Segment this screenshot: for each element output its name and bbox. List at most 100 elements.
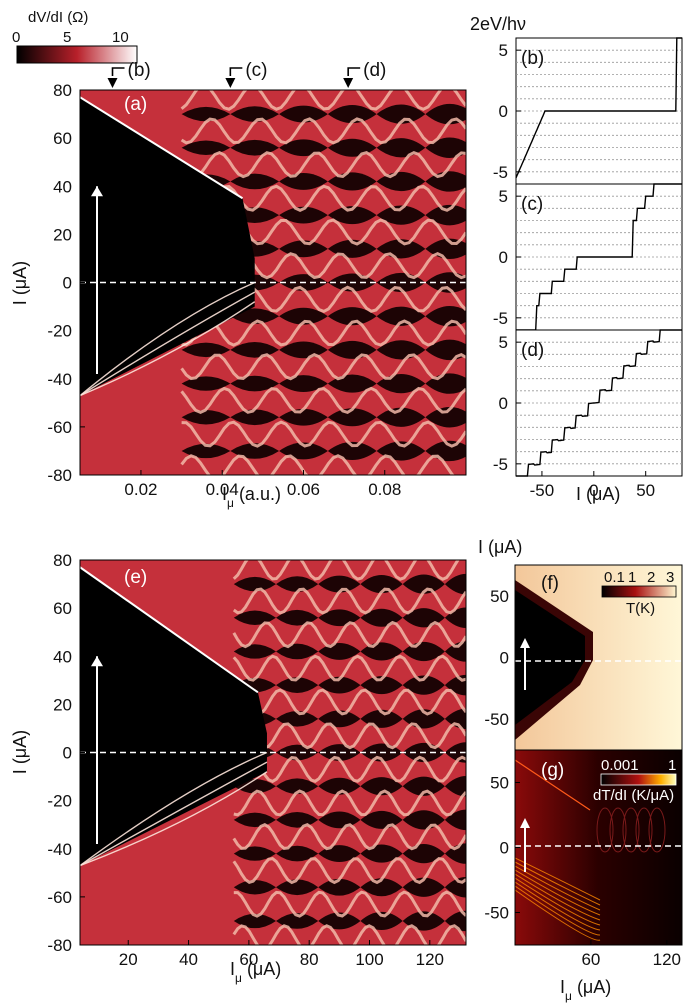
- derivative-ring: [648, 807, 666, 853]
- ytick-label: 5: [499, 41, 508, 60]
- heatmap-ridge: [180, 353, 466, 381]
- heatmap-dark-lobe: [233, 644, 277, 659]
- heatmap-ridge: [180, 90, 466, 111]
- heatmap-ridge: [180, 386, 466, 415]
- heatmap-ridge: [232, 857, 466, 885]
- heatmap-dark-lobe: [327, 408, 377, 427]
- heatmap-ridge: [233, 688, 466, 716]
- heatmap-ridge: [234, 522, 466, 546]
- heatmap-dark-lobe: [444, 573, 466, 595]
- heatmap-dark-lobe: [360, 575, 403, 594]
- colorbar-g: 0.001 1 dT/dI (K/μA): [593, 757, 677, 804]
- heatmap-ridge: [232, 620, 466, 649]
- ytick-label: -80: [47, 936, 72, 955]
- heatmap-dark-lobe: [276, 778, 319, 795]
- panel-g-axes: 50 0 -50 60 120: [484, 774, 681, 970]
- cut-marker-bracket: [111, 67, 125, 76]
- colorbar-top-tick-10: 10: [112, 29, 129, 46]
- derivative-line: [515, 889, 601, 941]
- heatmap-dark-lobe: [425, 407, 466, 428]
- xtick-label: 0.02: [124, 480, 157, 499]
- panel-c-axes: 5 0 -5: [493, 187, 521, 328]
- heatmap-dark-lobe: [402, 574, 445, 594]
- xtick-label: 60: [239, 950, 258, 969]
- heatmap-dark-lobe: [318, 575, 361, 593]
- panel-g-xlabel: Iμ (μA): [560, 977, 611, 1003]
- ytick-label: 0: [499, 394, 508, 413]
- panel-e-label: (e): [124, 567, 147, 588]
- cut-marker-arrow: [107, 78, 118, 88]
- colorbar-f-tick-1: 1: [628, 569, 636, 586]
- ytick-label: 60: [53, 599, 72, 618]
- fan-line-lower: [80, 281, 255, 397]
- heatmap-dark-lobe: [444, 775, 466, 797]
- panel-d-step-curve: [516, 329, 682, 477]
- sweep-arrow-head: [520, 638, 530, 648]
- heatmap-dark-lobe: [327, 307, 377, 326]
- colorbar-f-tick-0: 0.1: [604, 569, 625, 586]
- heatmap-dark-lobe: [444, 910, 466, 932]
- heatmap-dark-lobe: [181, 410, 231, 425]
- ytick-label: 80: [53, 551, 72, 570]
- panel-a-label: (a): [124, 94, 147, 115]
- colorbar-g-label: dT/dI (K/μA): [593, 787, 674, 804]
- sweep-arrow-head: [520, 818, 530, 828]
- colorbar-g-gradient: [600, 773, 677, 786]
- heatmap-e: [80, 522, 466, 945]
- cut-markers: (b) (c) (d): [107, 60, 386, 88]
- superconducting-region: [80, 97, 255, 396]
- heatmap-ridge: [180, 117, 466, 145]
- heatmap-dark-lobe: [318, 878, 361, 896]
- derivative-line: [515, 877, 601, 926]
- panel-f: (f) 50 0 -50 0.1 1 2 3 T(K): [484, 564, 683, 751]
- heatmap-ridge: [232, 755, 466, 784]
- heatmap-dark-lobe: [318, 676, 361, 694]
- panel-g: (g) 50 0 -50 60 120 0.001 1 dT/dI (K/μA) Iμ …: [484, 749, 683, 1003]
- heatmap-dark-lobe: [181, 140, 231, 155]
- panel-c-step-curve: [516, 183, 682, 331]
- heatmap-dark-lobe: [444, 607, 466, 628]
- fan-line-lower: [80, 301, 256, 397]
- heatmap-ridge: [181, 319, 466, 347]
- ytick-label: -40: [47, 840, 72, 859]
- heatmap-ridge: [232, 823, 466, 851]
- colorbar-f-tick-2: 2: [647, 569, 655, 586]
- panel-d: (d) 50-5-50 0 50 I (μA): [493, 329, 683, 504]
- heatmap-ridge: [180, 184, 466, 212]
- colorbar-top-tick-5: 5: [63, 29, 71, 46]
- ytick-label: -20: [47, 792, 72, 811]
- panel-a-xlabel: Iμ (a.u.): [222, 484, 281, 510]
- cold-region-inner: [515, 590, 585, 725]
- heatmap-dark-lobe: [233, 913, 277, 929]
- panel-d-label: (d): [521, 340, 544, 361]
- xtick-label: 0.08: [368, 480, 401, 499]
- ytick-label: -50: [484, 710, 509, 729]
- colorbar-f-tick-3: 3: [666, 569, 674, 586]
- heatmap-ridge: [180, 150, 466, 179]
- derivative-line: [515, 857, 601, 901]
- heatmap-dark-lobe: [230, 409, 280, 426]
- heatmap-ridge: [232, 654, 466, 682]
- panel-a-ylabel: I (μA): [10, 261, 30, 305]
- ytick-label: 0: [499, 248, 508, 267]
- cut-marker-arrow: [343, 78, 354, 88]
- ytick-label: 0: [500, 649, 509, 668]
- heatmap-ridge: [233, 789, 466, 817]
- heatmap-dark-lobe: [279, 408, 328, 426]
- heatmap-dark-lobe: [279, 307, 328, 325]
- heatmap-dark-lobe: [376, 306, 426, 326]
- panel-e-axes: 80 60 40 20 0 -20 -40 -60 -80 20 40 60 80 100 120: [47, 551, 444, 969]
- colorbar-g-tick-high: 1: [668, 757, 676, 774]
- ytick-label: -20: [47, 322, 72, 341]
- cut-marker-bracket: [347, 67, 361, 76]
- heatmap-dark-lobe: [233, 880, 277, 895]
- fan-line-lower: [80, 771, 268, 867]
- heatmap-dark-lobe: [279, 206, 328, 224]
- derivative-ring: [609, 807, 627, 853]
- derivative-line: [515, 881, 601, 931]
- heatmap-dark-lobe: [327, 206, 377, 225]
- heatmap-dark-lobe: [233, 576, 277, 592]
- heatmap-dark-lobe: [230, 106, 280, 122]
- heatmap-dark-lobe: [402, 675, 445, 695]
- heatmap-dark-lobe: [276, 913, 319, 929]
